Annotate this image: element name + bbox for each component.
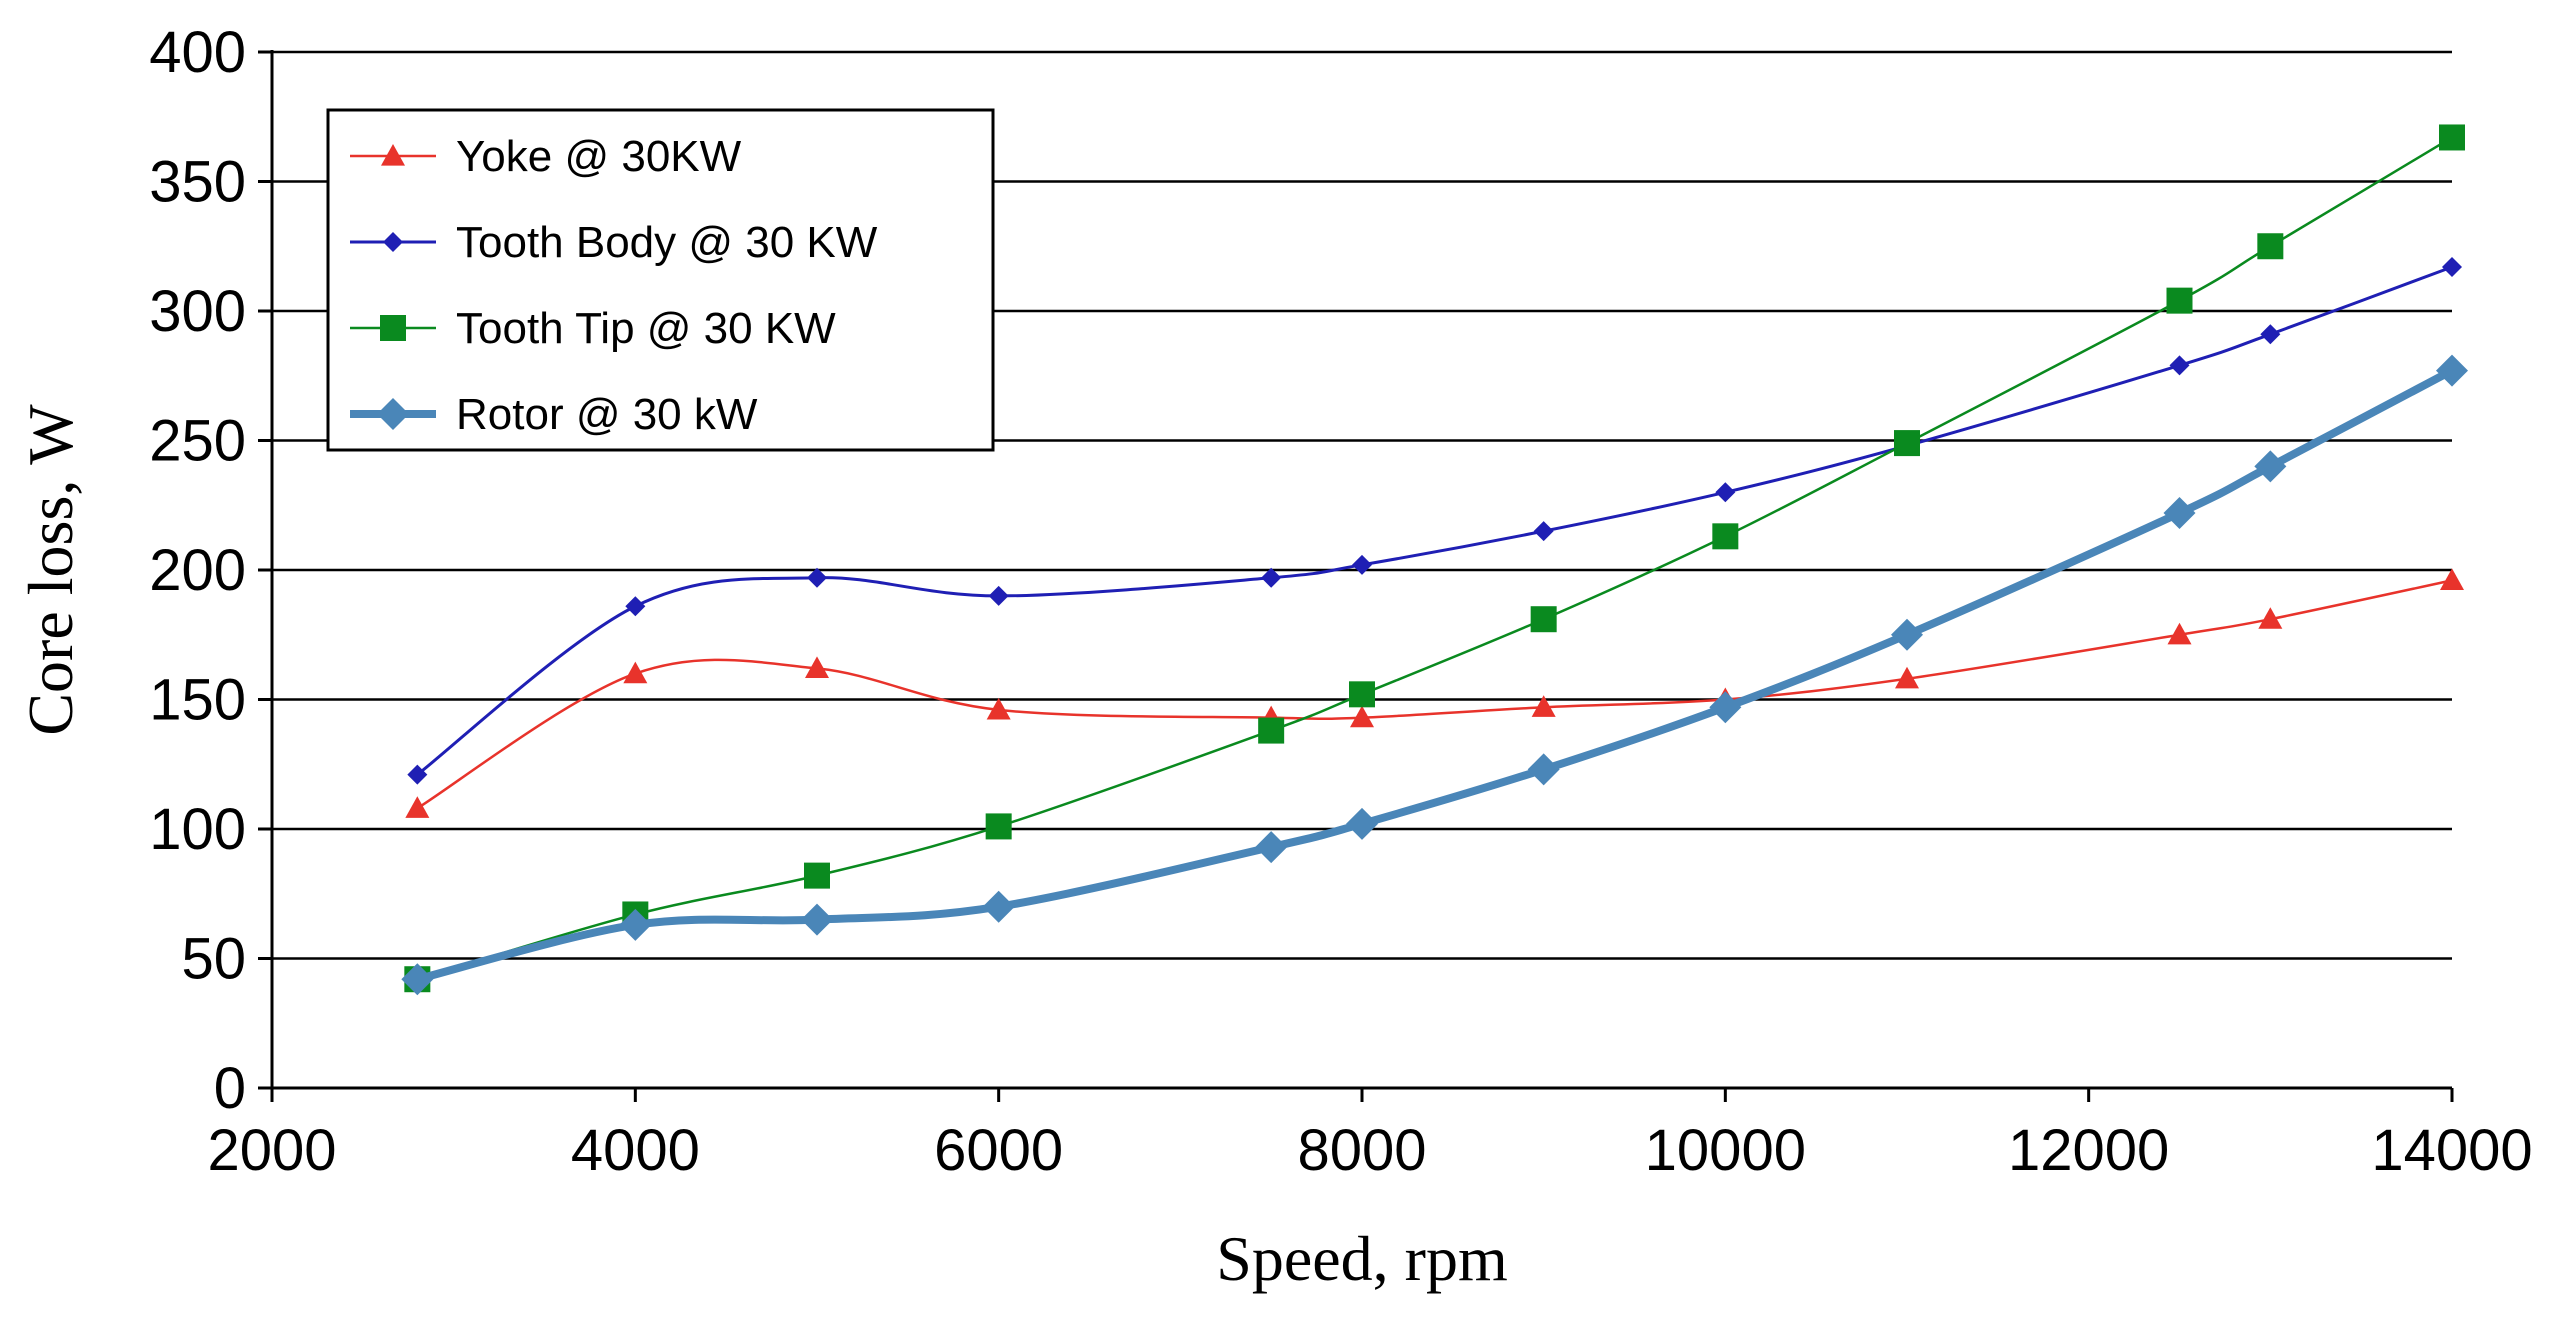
series-1-point-5 bbox=[1352, 554, 1372, 575]
series-0-point-3 bbox=[986, 697, 1011, 720]
series-3-point-11 bbox=[2436, 354, 2468, 387]
y-tick-label-400: 400 bbox=[149, 20, 246, 85]
x-tick-label-14000: 14000 bbox=[2371, 1118, 2532, 1183]
series-3-line bbox=[416, 367, 2454, 984]
series-3-point-0 bbox=[401, 963, 434, 996]
series-1-point-3 bbox=[988, 585, 1009, 606]
series-0-point-2 bbox=[805, 656, 829, 679]
series-0-point-6 bbox=[1531, 695, 1556, 717]
series-3-point-5 bbox=[1346, 807, 1378, 840]
y-tick-label-100: 100 bbox=[149, 797, 246, 862]
series-2-point-10 bbox=[2257, 233, 2284, 260]
series-3-point-9 bbox=[2163, 497, 2196, 530]
series-3-point-6 bbox=[1527, 753, 1560, 786]
legend-marker-0 bbox=[381, 144, 405, 166]
legend-marker-2 bbox=[380, 315, 406, 341]
x-tick-label-2000: 2000 bbox=[207, 1118, 336, 1183]
series-3 bbox=[401, 354, 2468, 996]
series-1-point-11 bbox=[2442, 256, 2462, 277]
series-0-point-10 bbox=[2258, 607, 2283, 629]
y-tick-label-50: 50 bbox=[181, 927, 246, 992]
x-axis-title: Speed, rpm bbox=[1216, 1223, 1508, 1294]
x-tick-label-12000: 12000 bbox=[2008, 1118, 2169, 1183]
y-tick-label-350: 350 bbox=[149, 150, 246, 215]
series-1-point-9 bbox=[2169, 355, 2190, 376]
series-1-point-1 bbox=[625, 596, 646, 617]
series-3-point-10 bbox=[2254, 450, 2287, 483]
tick-labels: 0 50 100 150 200 250 300 350 400 2000 4000 6000 8000… bbox=[149, 20, 2532, 1183]
series-1-point-7 bbox=[1715, 482, 1736, 503]
legend-label-0: Yoke @ 30KW bbox=[456, 132, 742, 181]
x-tick-label-8000: 8000 bbox=[1297, 1118, 1426, 1183]
series-0-point-1 bbox=[623, 661, 648, 684]
x-tick-label-10000: 10000 bbox=[1645, 1118, 1806, 1183]
series-0-point-9 bbox=[2167, 622, 2192, 645]
y-tick-label-250: 250 bbox=[149, 409, 246, 474]
series-2-point-8 bbox=[1894, 430, 1920, 457]
series-3-point-4 bbox=[1255, 831, 1288, 864]
y-axis-title: Core loss, W bbox=[15, 404, 86, 736]
series-1-point-2 bbox=[807, 567, 827, 588]
legend-label-3: Rotor @ 30 kW bbox=[456, 390, 758, 439]
y-tick-label-200: 200 bbox=[149, 538, 246, 603]
series-2-point-9 bbox=[2166, 287, 2193, 314]
series-3-point-8 bbox=[1891, 618, 1923, 651]
series-2-point-6 bbox=[1530, 606, 1557, 633]
series-2-point-7 bbox=[1712, 523, 1739, 550]
axes bbox=[258, 50, 2454, 1102]
series-2-point-5 bbox=[1349, 681, 1375, 708]
series-3-point-7 bbox=[1709, 691, 1742, 724]
legend-label-2: Tooth Tip @ 30 KW bbox=[456, 304, 836, 353]
series-2 bbox=[404, 124, 2465, 993]
y-tick-label-300: 300 bbox=[149, 279, 246, 344]
series-0 bbox=[405, 568, 2464, 818]
series-3-point-2 bbox=[801, 903, 833, 936]
series-layer bbox=[401, 124, 2468, 996]
series-3-point-1 bbox=[619, 908, 652, 941]
legend-box bbox=[326, 108, 995, 452]
series-1-point-4 bbox=[1261, 567, 1282, 588]
x-tick-label-6000: 6000 bbox=[934, 1118, 1063, 1183]
series-2-point-11 bbox=[2439, 124, 2465, 151]
series-0-point-11 bbox=[2440, 568, 2464, 590]
legend-label-1: Tooth Body @ 30 KW bbox=[456, 218, 878, 267]
y-tick-label-0: 0 bbox=[214, 1056, 246, 1121]
series-0-line bbox=[416, 579, 2453, 810]
series-1-point-10 bbox=[2260, 324, 2281, 345]
series-1-point-6 bbox=[1533, 521, 1554, 542]
legend-marker-1 bbox=[383, 232, 403, 252]
legend-marker-3 bbox=[377, 398, 409, 430]
legend: Yoke @ 30KW Tooth Body @ 30 KW Tooth Tip @… bbox=[326, 108, 995, 452]
y-tick-label-150: 150 bbox=[149, 668, 246, 733]
series-0-point-0 bbox=[405, 796, 430, 818]
series-2-point-2 bbox=[804, 862, 830, 889]
series-2-point-3 bbox=[985, 813, 1012, 840]
series-3-point-3 bbox=[982, 890, 1015, 923]
series-1 bbox=[407, 256, 2462, 785]
series-2-point-4 bbox=[1258, 717, 1285, 744]
series-0-point-8 bbox=[1895, 666, 1919, 689]
series-0-point-5 bbox=[1350, 705, 1374, 728]
series-1-point-0 bbox=[407, 764, 428, 785]
x-tick-label-4000: 4000 bbox=[571, 1118, 700, 1183]
